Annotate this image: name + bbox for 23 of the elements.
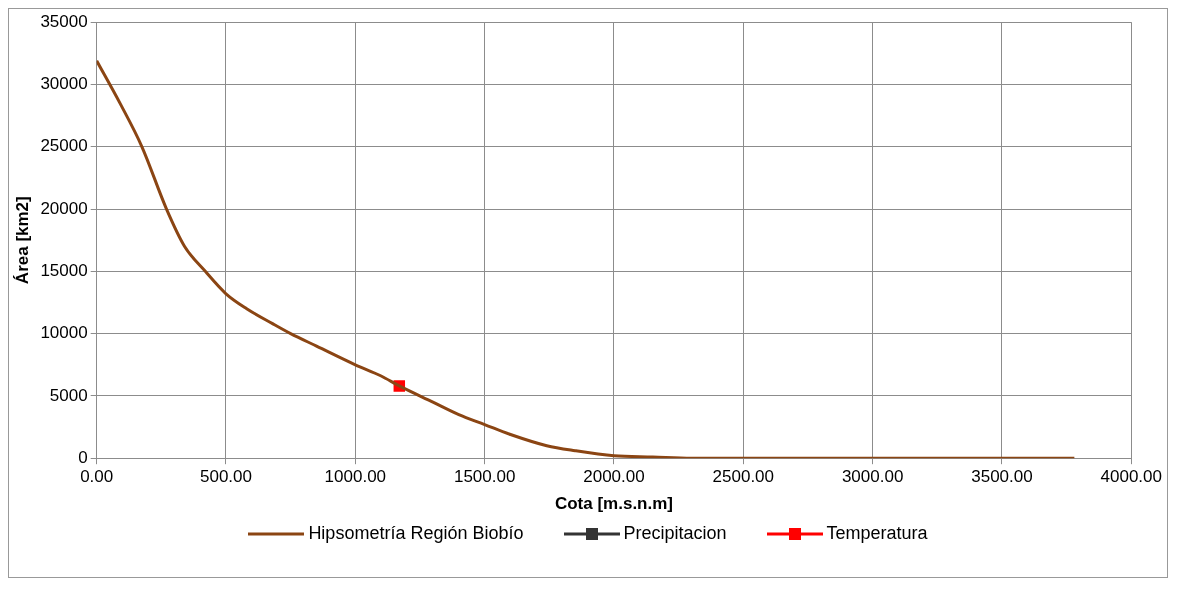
legend-label: Hipsometría Región Biobío	[308, 523, 524, 544]
x-tick-label: 3500.00	[971, 467, 1033, 487]
legend-label: Temperatura	[826, 523, 928, 544]
x-tick-label: 3000.00	[841, 467, 904, 487]
y-tick-label: 30000	[40, 74, 88, 94]
line-series	[96, 59, 1076, 459]
y-tick-label: 25000	[40, 136, 88, 156]
y-tick-label: 0	[78, 447, 88, 467]
y-tick-label: 35000	[40, 11, 88, 31]
x-tick-label: 1500.00	[453, 467, 516, 487]
y-tick-label: 20000	[40, 198, 88, 218]
x-tick-label: 0.00	[80, 467, 114, 487]
y-tick-label: 10000	[40, 323, 88, 343]
x-tick-label: 2500.00	[712, 467, 775, 487]
x-tick-label: 500.00	[200, 467, 252, 487]
x-axis-title: Cota [m.s.n.m]	[554, 494, 674, 514]
x-tick-label: 1000.00	[324, 467, 387, 487]
y-axis-title: Área [km2]	[12, 196, 32, 285]
y-tick-label: 15000	[40, 261, 88, 281]
legend-label: Precipitacion	[623, 523, 727, 544]
x-tick-label: 4000.00	[1100, 467, 1162, 487]
y-tick-label: 5000	[49, 385, 88, 405]
x-tick-label: 2000.00	[583, 467, 645, 487]
